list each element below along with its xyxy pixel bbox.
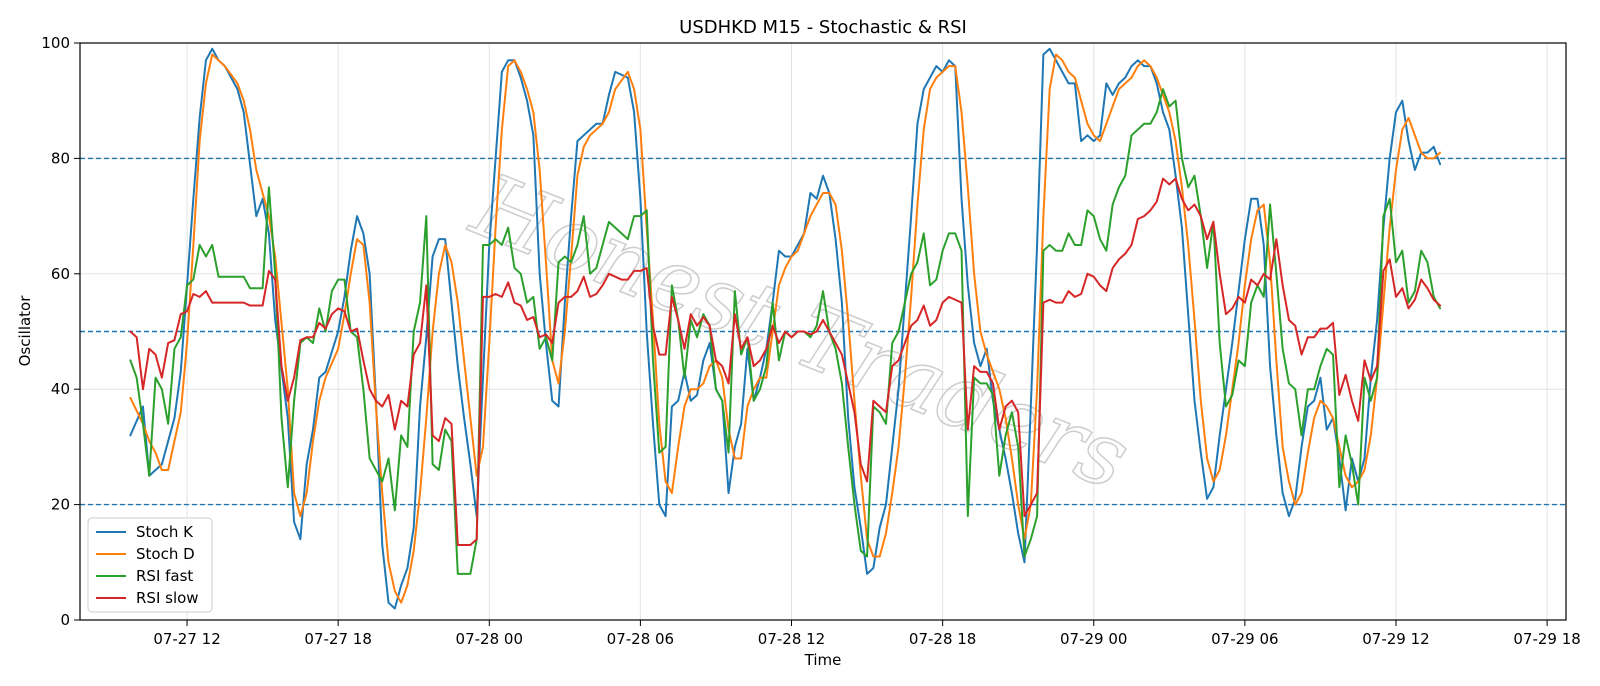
- x-tick-label: 07-27 12: [153, 630, 220, 648]
- legend-label: Stoch D: [136, 545, 195, 563]
- x-tick-label: 07-28 00: [456, 630, 523, 648]
- x-tick-label: 07-29 12: [1362, 630, 1429, 648]
- x-tick-label: 07-28 12: [758, 630, 825, 648]
- x-tick-label: 07-27 18: [304, 630, 371, 648]
- legend-label: RSI fast: [136, 567, 193, 585]
- y-tick-label: 40: [51, 380, 70, 398]
- y-tick-label: 100: [41, 34, 70, 52]
- x-axis: 07-27 12 07-27 18 07-28 00 07-28 06 07-28 12…: [153, 620, 1581, 648]
- series: [129, 47, 1442, 610]
- y-tick-label: 0: [60, 611, 70, 629]
- y-tick-label: 80: [51, 149, 70, 167]
- plot-frame: [79, 42, 1567, 621]
- x-tick-label: 07-29 06: [1211, 630, 1278, 648]
- chart-title: USDHKD M15 - Stochastic & RSI: [679, 17, 967, 38]
- y-axis: 0 20 40 60 80 100: [41, 34, 80, 629]
- x-tick-label: 07-29 18: [1513, 630, 1580, 648]
- y-axis-label: Oscillator: [16, 295, 34, 367]
- legend-label: RSI slow: [136, 589, 199, 607]
- legend: Stoch K Stoch D RSI fast RSI slow: [87, 517, 213, 613]
- x-axis-label: Time: [804, 651, 842, 669]
- series-line-stoch-d: [129, 53, 1442, 604]
- x-tick-label: 07-28 06: [607, 630, 674, 648]
- x-tick-label: 07-28 18: [909, 630, 976, 648]
- series-line-rsi-slow: [129, 177, 1442, 546]
- series-line-stoch-k: [129, 47, 1442, 610]
- legend-box: [87, 517, 213, 613]
- y-tick-label: 20: [51, 496, 70, 514]
- x-tick-label: 07-29 00: [1060, 630, 1127, 648]
- y-tick-label: 60: [51, 265, 70, 283]
- legend-label: Stoch K: [136, 523, 194, 541]
